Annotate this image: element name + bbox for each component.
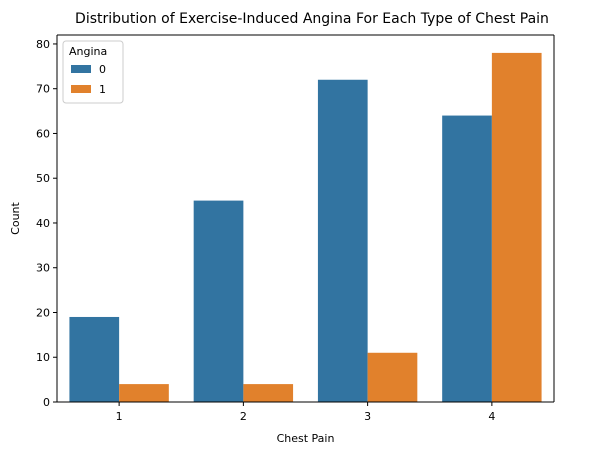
legend-swatch-1: [71, 85, 91, 93]
bar-angina-0-chest-pain-4: [442, 115, 492, 402]
y-tick-label-50: 50: [36, 172, 50, 185]
bar-angina-1-chest-pain-2: [243, 384, 294, 402]
legend-label-1: 1: [99, 83, 106, 96]
y-tick-label-80: 80: [36, 38, 50, 51]
y-tick-label-30: 30: [36, 262, 50, 275]
y-tick-label-20: 20: [36, 306, 50, 319]
bar-angina-0-chest-pain-1: [69, 316, 120, 402]
legend: Angina 0 1: [62, 40, 124, 104]
x-tick-label-4: 4: [488, 410, 495, 423]
legend-swatch-0: [71, 65, 91, 73]
y-tick-label-70: 70: [36, 83, 50, 96]
y-tick-label-60: 60: [36, 127, 50, 140]
x-axis-label: Chest Pain: [277, 432, 335, 445]
y-tick-label-0: 0: [43, 396, 50, 409]
chart-title: Distribution of Exercise-Induced Angina …: [75, 11, 549, 27]
bar-angina-1-chest-pain-4: [491, 52, 542, 403]
y-tick-label-10: 10: [36, 351, 50, 364]
bar-angina-0-chest-pain-3: [317, 79, 368, 402]
x-tick-label-3: 3: [364, 410, 371, 423]
bar-angina-0-chest-pain-2: [193, 200, 244, 402]
legend-title: Angina: [69, 45, 107, 58]
x-tick-label-2: 2: [240, 410, 247, 423]
bar-angina-1-chest-pain-3: [367, 352, 418, 402]
x-tick-label-1: 1: [116, 410, 123, 423]
y-axis-label: Count: [9, 201, 22, 234]
y-tick-label-40: 40: [36, 217, 50, 230]
legend-label-0: 0: [99, 63, 106, 76]
bar-angina-1-chest-pain-1: [119, 384, 169, 402]
